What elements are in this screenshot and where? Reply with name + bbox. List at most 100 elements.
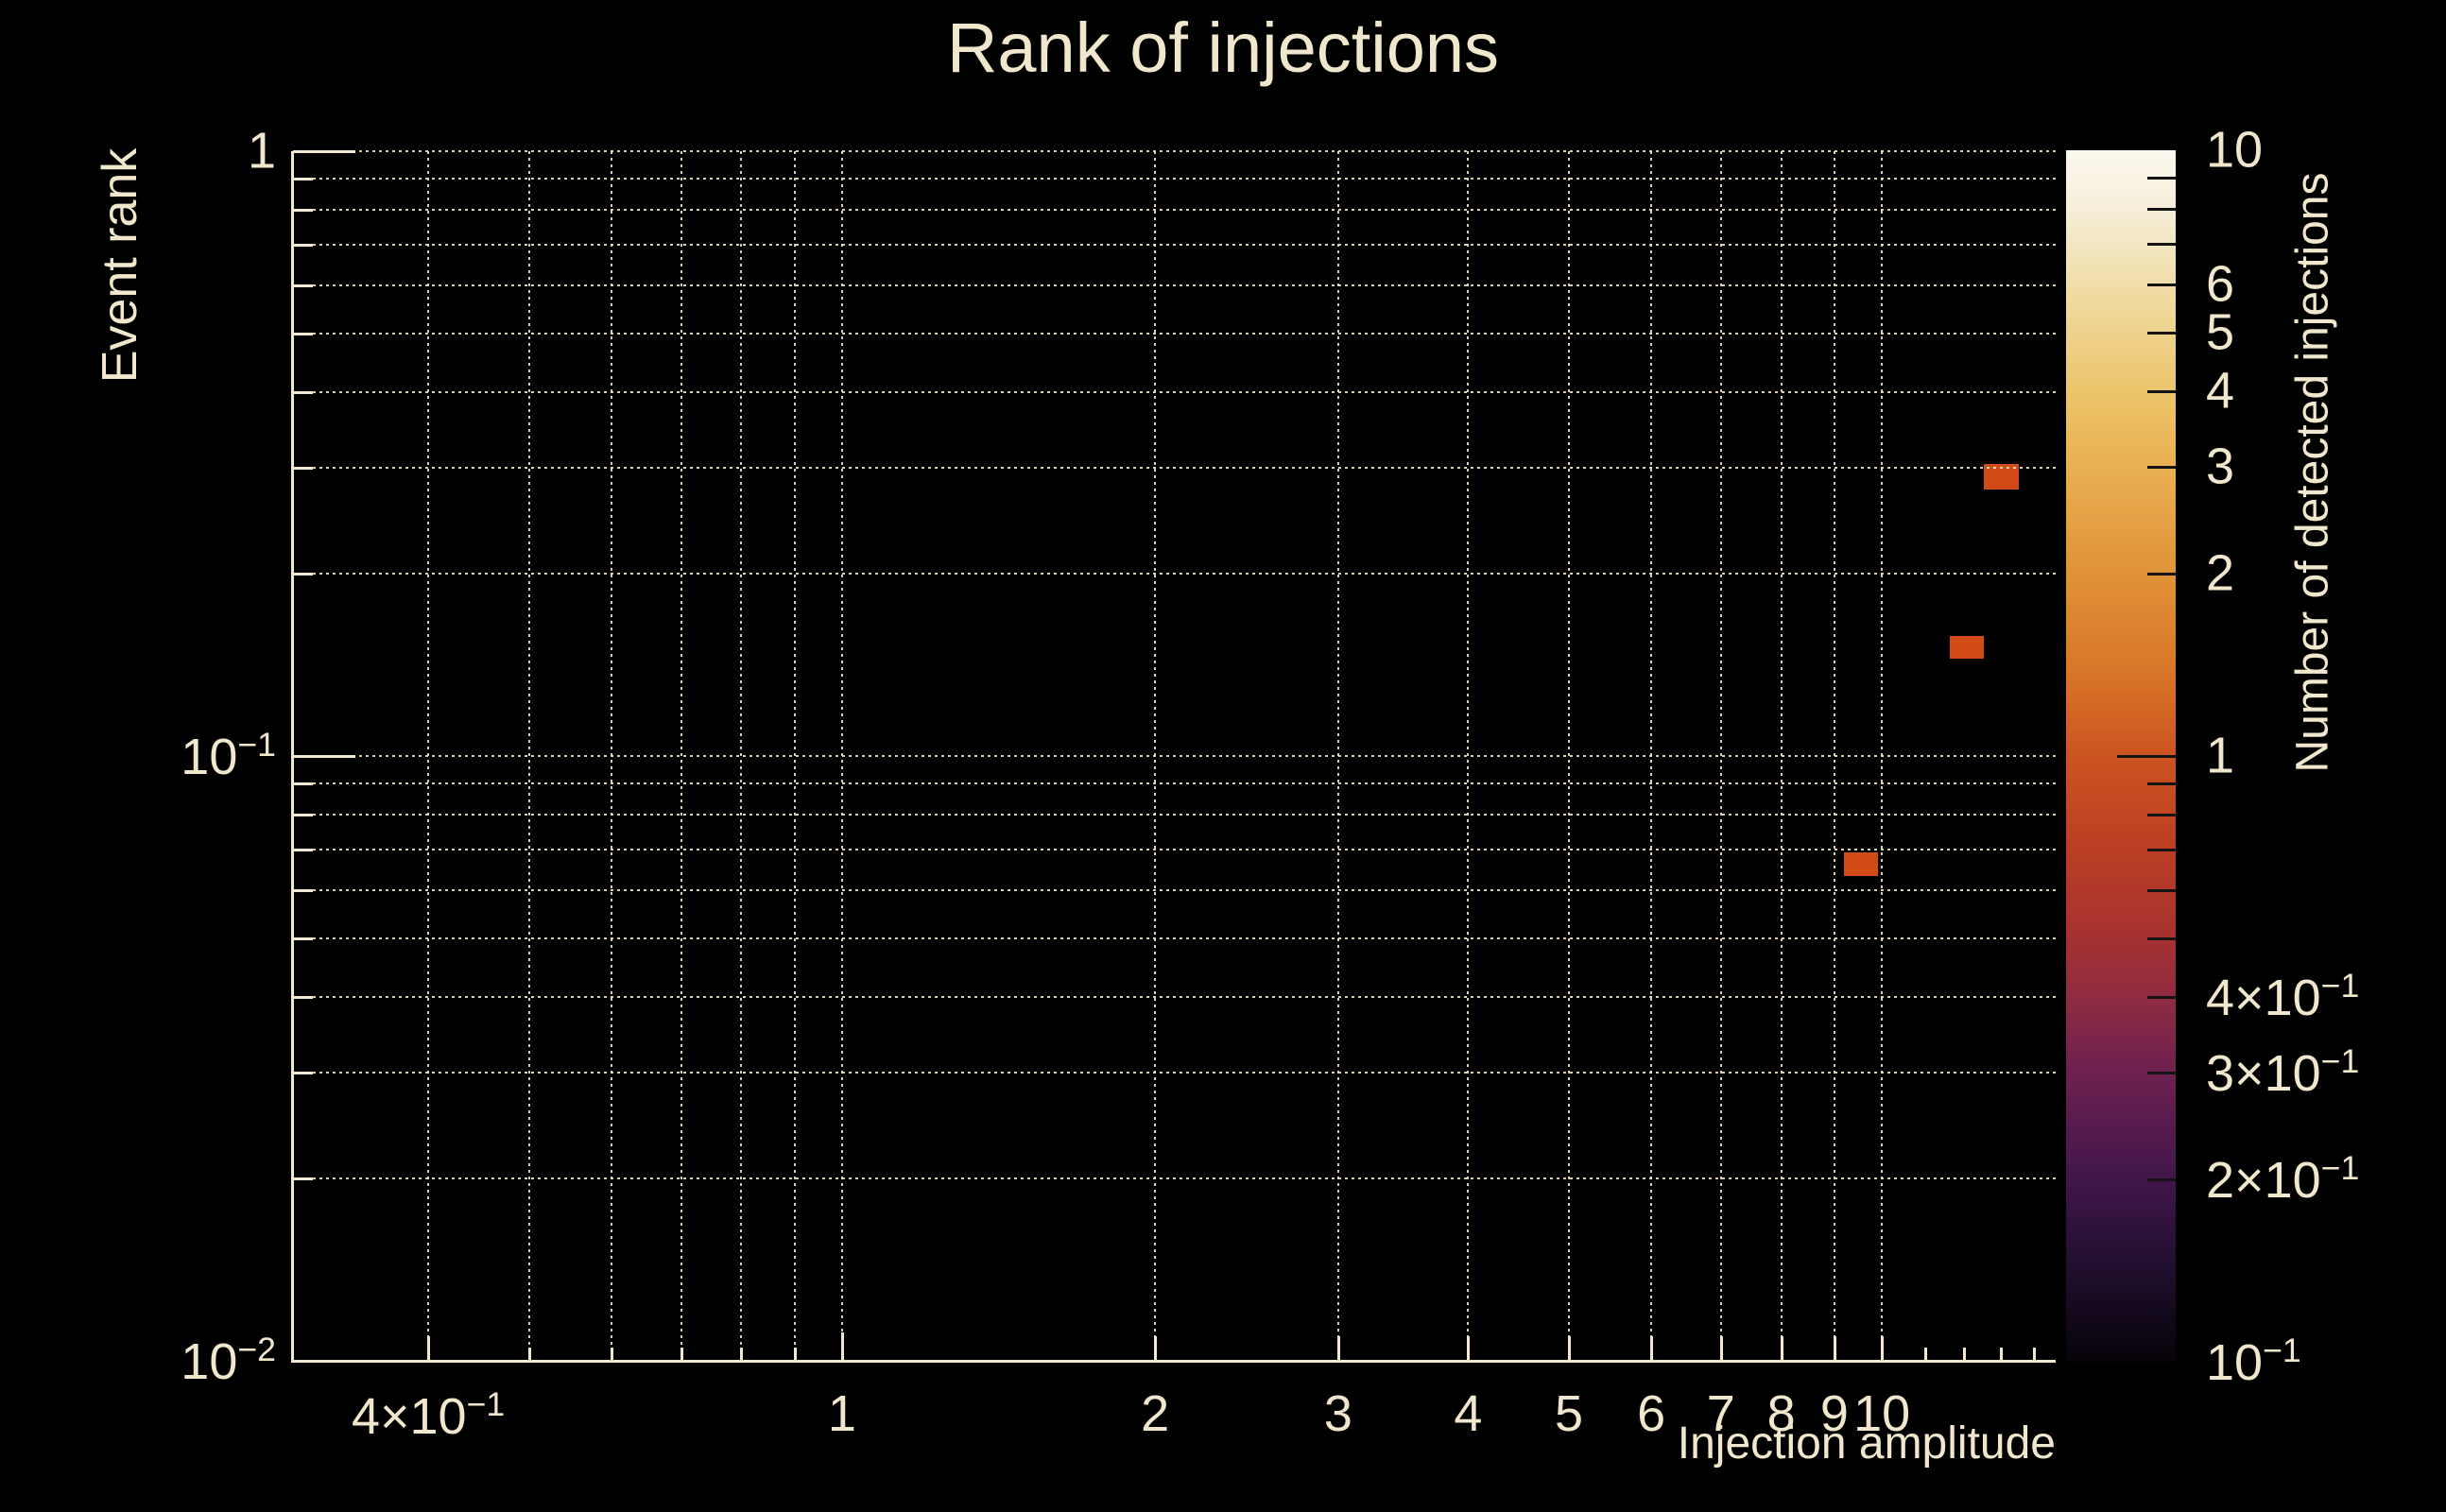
- colorbar-tick-label: 2×10−1: [2206, 1149, 2360, 1210]
- gridline-y: [293, 150, 2056, 152]
- y-tick: [294, 782, 313, 786]
- y-tick: [294, 150, 355, 153]
- x-tick: [1719, 1336, 1723, 1361]
- colorbar-tick: [2147, 814, 2176, 817]
- x-tick: [1336, 1336, 1340, 1361]
- y-tick: [294, 178, 313, 181]
- x-tick: [1999, 1348, 2003, 1361]
- y-axis-line: [291, 151, 294, 1363]
- y-tick: [294, 755, 355, 758]
- y-tick: [294, 1360, 355, 1363]
- colorbar-tick: [2147, 849, 2176, 852]
- x-tick-label: 7: [1706, 1385, 1735, 1442]
- colorbar-tick: [2147, 573, 2176, 576]
- gridline-y: [293, 936, 2056, 939]
- colorbar-tick-label: 1: [2206, 727, 2235, 784]
- y-tick: [294, 390, 313, 394]
- colorbar-tick: [2147, 208, 2176, 212]
- x-tick-label: 2: [1141, 1385, 1170, 1442]
- y-tick: [294, 1177, 313, 1181]
- colorbar-tick: [2147, 332, 2176, 335]
- y-tick: [294, 995, 313, 999]
- x-tick: [1467, 1336, 1471, 1361]
- bin-cell: [1843, 851, 1879, 876]
- x-tick-label: 1: [827, 1385, 856, 1442]
- x-tick: [840, 1332, 844, 1361]
- x-tick-label: 3: [1323, 1385, 1352, 1442]
- colorbar-tick-label: 4×10−1: [2206, 967, 2360, 1027]
- gridline-y: [293, 466, 2056, 469]
- x-tick-label: 4×10−1: [351, 1385, 506, 1445]
- gridline-y: [293, 755, 2056, 757]
- y-tick: [294, 573, 313, 576]
- x-tick-label: 10: [1853, 1385, 1911, 1442]
- colorbar-tick-label: 3: [2206, 438, 2235, 495]
- y-tick-label: 10−2: [181, 1331, 276, 1391]
- y-tick-label: 10−1: [181, 726, 276, 786]
- x-tick-label: 6: [1637, 1385, 1666, 1442]
- x-axis-title: Injection amplitude: [1677, 1418, 2056, 1469]
- colorbar-tick: [2147, 1072, 2176, 1075]
- x-tick: [1923, 1348, 1927, 1361]
- y-tick: [294, 936, 313, 940]
- colorbar-tick: [2147, 782, 2176, 786]
- colorbar-tick: [2147, 390, 2176, 394]
- colorbar-tick: [2147, 1178, 2176, 1181]
- gridline-y: [293, 1177, 2056, 1180]
- x-tick: [610, 1348, 613, 1361]
- chart-title: Rank of injections: [946, 9, 1500, 87]
- x-tick: [1963, 1348, 1967, 1361]
- colorbar-tick-label: 5: [2206, 303, 2235, 361]
- colorbar-tick-label: 6: [2206, 255, 2235, 313]
- x-tick: [427, 1336, 431, 1361]
- gridline-y: [293, 573, 2056, 576]
- bin-cell: [1949, 635, 1984, 659]
- y-tick: [294, 1071, 313, 1074]
- colorbar-tick: [2147, 284, 2176, 287]
- colorbar-tick: [2147, 996, 2176, 1000]
- y-tick: [294, 849, 313, 852]
- colorbar-tick-label: 10−1: [2206, 1332, 2301, 1392]
- gridline-y: [293, 889, 2056, 891]
- gridline-y: [293, 284, 2056, 286]
- x-tick-label: 4: [1454, 1385, 1483, 1442]
- colorbar-tick-label: 3×10−1: [2206, 1042, 2360, 1103]
- x-tick-label: 8: [1766, 1385, 1796, 1442]
- gridline-y: [293, 244, 2056, 247]
- y-tick: [294, 332, 313, 335]
- x-tick: [1881, 1336, 1885, 1361]
- gridline-y: [293, 849, 2056, 851]
- gridline-y: [293, 1071, 2056, 1074]
- gridline-y: [293, 390, 2056, 393]
- gridline-y: [293, 209, 2056, 211]
- y-tick: [294, 466, 313, 470]
- x-tick-label: 5: [1554, 1385, 1584, 1442]
- colorbar-tick-label: 4: [2206, 362, 2235, 420]
- x-tick: [1780, 1336, 1783, 1361]
- gridline-y: [293, 782, 2056, 785]
- y-tick: [294, 889, 313, 892]
- y-tick: [294, 209, 313, 212]
- x-tick: [1833, 1336, 1836, 1361]
- gridline-y: [293, 995, 2056, 998]
- gridline-y: [293, 814, 2056, 816]
- y-tick: [294, 244, 313, 248]
- x-tick: [1650, 1336, 1654, 1361]
- gridline-y: [293, 178, 2056, 180]
- y-tick-label: 1: [247, 122, 276, 180]
- x-tick: [1568, 1336, 1571, 1361]
- x-tick: [2033, 1348, 2036, 1361]
- colorbar-tick-label: 10: [2206, 121, 2264, 179]
- colorbar-tick-label: 2: [2206, 544, 2235, 602]
- x-tick: [793, 1348, 797, 1361]
- x-axis-line: [291, 1360, 2056, 1363]
- x-tick-label: 9: [1819, 1385, 1849, 1442]
- colorbar-tick: [2147, 243, 2176, 247]
- y-tick: [294, 814, 313, 816]
- x-tick: [680, 1348, 683, 1361]
- colorbar-tick: [2147, 177, 2176, 180]
- colorbar-tick: [2147, 937, 2176, 940]
- y-tick: [294, 284, 313, 287]
